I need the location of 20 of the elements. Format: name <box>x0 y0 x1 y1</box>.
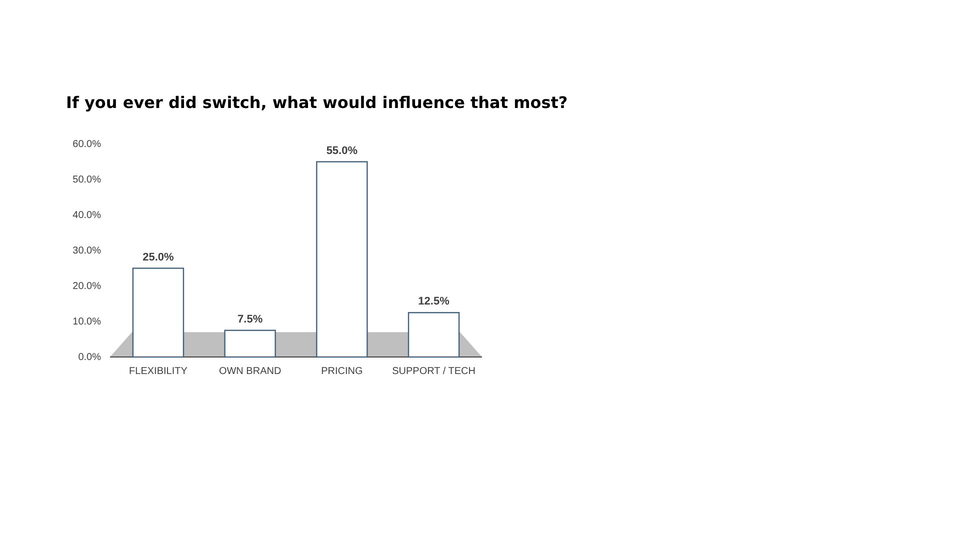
x-tick-label: SUPPORT / TECH <box>392 366 476 378</box>
y-tick-label: 40.0% <box>72 210 102 222</box>
x-tick-label: PRICING <box>321 366 363 378</box>
data-label: 7.5% <box>238 313 263 326</box>
bar <box>224 330 276 358</box>
data-label: 55.0% <box>326 144 358 157</box>
bar <box>316 161 368 358</box>
x-tick-label: OWN BRAND <box>218 366 282 378</box>
x-tick-label: FLEXIBILITY <box>129 366 188 378</box>
chart-title: If you ever did switch, what would influence that most? <box>66 93 568 112</box>
y-tick-label: 10.0% <box>72 316 102 328</box>
data-label: 12.5% <box>418 296 450 308</box>
y-tick-label: 60.0% <box>72 139 102 150</box>
bar <box>132 268 184 358</box>
y-tick-label: 30.0% <box>72 246 102 257</box>
y-tick-label: 0.0% <box>78 352 102 364</box>
y-tick-label: 50.0% <box>72 174 102 186</box>
bar <box>408 312 460 358</box>
data-label: 25.0% <box>142 251 174 264</box>
y-tick-label: 20.0% <box>72 281 102 292</box>
